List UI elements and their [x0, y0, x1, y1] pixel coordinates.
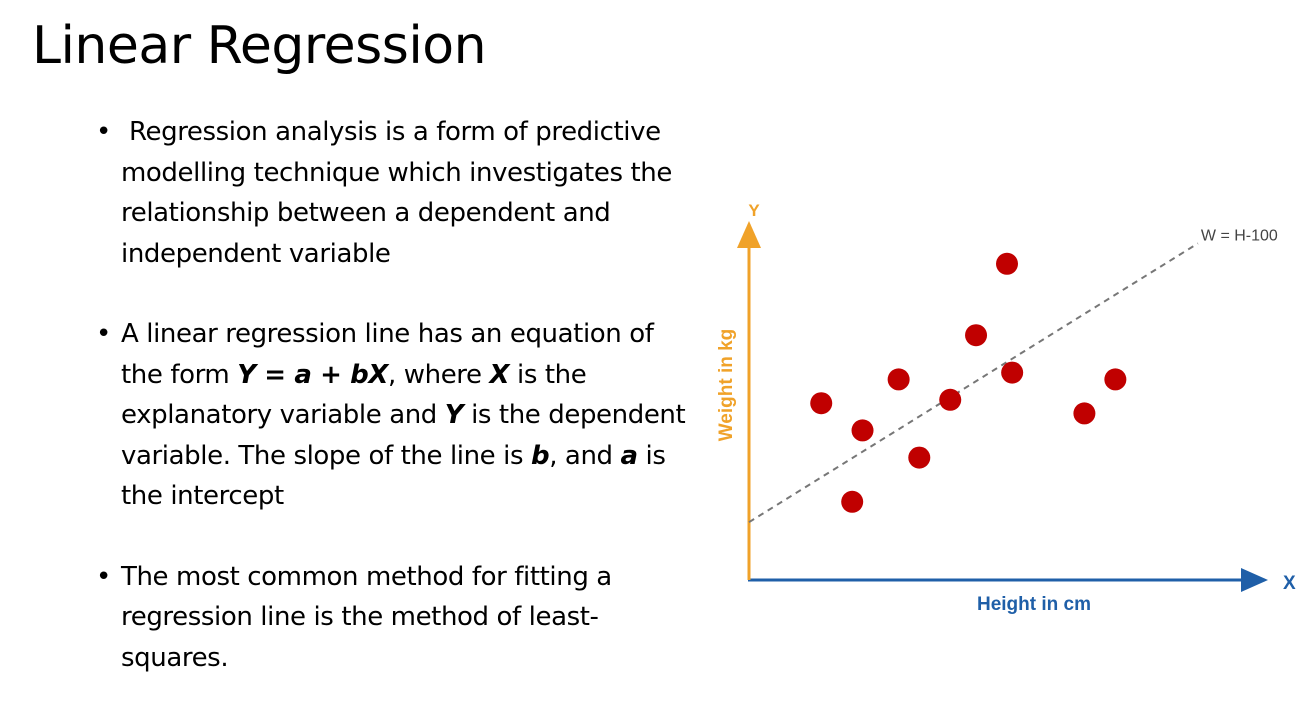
scatter-chart: X Y Height in cm Weight in kg W = H-100: [716, 201, 1296, 615]
bullet-segment: Regression analysis is a form of predict…: [121, 117, 672, 269]
bullet-segment: , and: [549, 440, 621, 471]
data-point: [810, 392, 833, 415]
data-point: [1073, 402, 1096, 425]
bullet-item: Regression analysis is a form of predict…: [96, 112, 701, 274]
bullet-list: Regression analysis is a form of predict…: [96, 112, 701, 718]
x-axis-letter: X: [1283, 573, 1296, 594]
bullet-segment: , where: [388, 359, 490, 390]
bullet-emphasis: Y = a + bX: [237, 359, 389, 390]
data-point: [1104, 368, 1127, 391]
bullet-segment: is the explanatory variable and: [121, 359, 587, 431]
bullet-emphasis: X: [489, 359, 510, 390]
y-axis-label: Weight in kg: [716, 329, 737, 442]
bullet-segment: is the dependent variable. The slope of …: [121, 400, 686, 471]
data-point: [1001, 361, 1024, 384]
bullet-item: The most common method for fitting a reg…: [96, 557, 701, 679]
bullet-item: A linear regression line has an equation…: [96, 314, 701, 517]
bullet-text: A linear regression line has an equation…: [121, 319, 686, 512]
data-point: [996, 252, 1018, 275]
y-axis-letter: Y: [748, 201, 760, 220]
bullet-segment: A linear regression line has an equation…: [121, 319, 654, 390]
data-point: [841, 490, 864, 513]
slide-title: Linear Regression: [32, 16, 487, 76]
data-point: [887, 368, 910, 391]
bullet-emphasis: Y: [444, 400, 464, 430]
bullet-emphasis: a: [620, 440, 639, 471]
data-point: [851, 419, 874, 442]
trend-line-label: W = H-100: [1201, 227, 1278, 244]
bullet-emphasis: b: [530, 440, 550, 471]
bullet-segment: The most common method for fitting a reg…: [121, 561, 612, 673]
data-point: [939, 388, 962, 411]
trend-line: [748, 242, 1199, 524]
bullet-text: Regression analysis is a form of predict…: [121, 117, 672, 269]
points-layer: [810, 252, 1127, 513]
bullet-text: The most common method for fitting a reg…: [121, 562, 612, 673]
bullet-segment: is the intercept: [121, 440, 666, 512]
x-axis-label: Height in cm: [977, 594, 1091, 615]
data-point: [908, 446, 931, 469]
data-point: [965, 324, 988, 347]
